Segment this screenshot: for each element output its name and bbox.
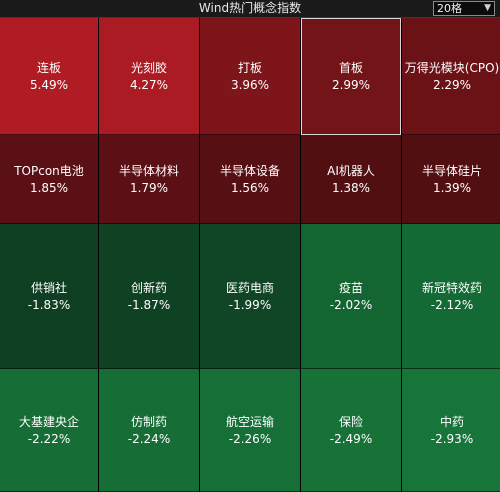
concept-name: 供销社 [30, 280, 67, 295]
concept-tile[interactable]: AI机器人 1.38% [301, 135, 401, 224]
concept-heatmap: 连板 5.49% 光刻胶 4.27% 打板 3.96% 首板 2.99% 万得光模块(CPO) 2… [0, 18, 500, 492]
concept-change-pct: 1.56% [230, 180, 270, 195]
concept-change-pct: 1.79% [129, 180, 169, 195]
concept-name: 半导体材料 [118, 163, 179, 178]
concept-change-pct: 2.29% [432, 77, 472, 92]
concept-change-pct: 1.38% [331, 180, 371, 195]
chevron-down-icon[interactable]: ▼ [484, 3, 491, 13]
concept-change-pct: 3.96% [230, 77, 270, 92]
concept-change-pct: 4.27% [129, 77, 169, 92]
concept-name: 首板 [338, 60, 363, 75]
concept-name: 医药电商 [225, 280, 274, 295]
concept-name: 连板 [36, 60, 61, 75]
concept-tile[interactable]: 连板 5.49% [0, 18, 98, 135]
concept-tile[interactable]: 中药 -2.93% [402, 369, 500, 492]
concept-tile[interactable]: 新冠特效药 -2.12% [402, 224, 500, 369]
concept-tile[interactable]: 万得光模块(CPO) 2.29% [402, 18, 500, 135]
concept-name: 万得光模块(CPO) [404, 60, 500, 75]
concept-tile[interactable]: 供销社 -1.83% [0, 224, 98, 369]
concept-name: TOPcon电池 [14, 163, 84, 178]
concept-tile[interactable]: 大基建央企 -2.22% [0, 369, 98, 492]
concept-change-pct: -2.24% [127, 431, 171, 446]
concept-name: 仿制药 [130, 414, 167, 429]
grid-count-select[interactable]: 20格 ▼ [433, 1, 495, 16]
concept-tile[interactable]: 医药电商 -1.99% [200, 224, 300, 369]
concept-tile[interactable]: 航空运输 -2.26% [200, 369, 300, 492]
window-header: Wind热门概念指数 20格 ▼ [0, 0, 500, 18]
concept-name: 半导体硅片 [421, 163, 482, 178]
concept-tile[interactable]: 保险 -2.49% [301, 369, 401, 492]
concept-name: 大基建央企 [18, 414, 79, 429]
concept-name: AI机器人 [327, 163, 375, 178]
concept-tile[interactable]: 打板 3.96% [200, 18, 300, 135]
grid-count-value: 20格 [437, 2, 462, 15]
concept-change-pct: -2.49% [329, 431, 373, 446]
concept-name: 半导体设备 [219, 163, 280, 178]
concept-change-pct: 1.39% [432, 180, 472, 195]
concept-tile[interactable]: 仿制药 -2.24% [99, 369, 199, 492]
concept-tile[interactable]: 半导体硅片 1.39% [402, 135, 500, 224]
concept-name: 中药 [439, 414, 464, 429]
concept-tile[interactable]: TOPcon电池 1.85% [0, 135, 98, 224]
concept-name: 打板 [237, 60, 262, 75]
concept-change-pct: -1.83% [27, 297, 71, 312]
concept-name: 航空运输 [225, 414, 274, 429]
concept-tile[interactable]: 疫苗 -2.02% [301, 224, 401, 369]
concept-tile[interactable]: 半导体材料 1.79% [99, 135, 199, 224]
concept-change-pct: -2.26% [228, 431, 272, 446]
concept-name: 创新药 [130, 280, 167, 295]
concept-tile[interactable]: 首板 2.99% [301, 18, 401, 135]
concept-change-pct: -1.87% [127, 297, 171, 312]
concept-name: 疫苗 [338, 280, 363, 295]
concept-name: 新冠特效药 [421, 280, 482, 295]
concept-change-pct: 1.85% [29, 180, 69, 195]
concept-change-pct: 5.49% [29, 77, 69, 92]
concept-name: 光刻胶 [130, 60, 167, 75]
concept-change-pct: -2.22% [27, 431, 71, 446]
concept-change-pct: -2.02% [329, 297, 373, 312]
concept-change-pct: -2.12% [430, 297, 474, 312]
concept-change-pct: -2.93% [430, 431, 474, 446]
concept-tile[interactable]: 光刻胶 4.27% [99, 18, 199, 135]
concept-change-pct: -1.99% [228, 297, 272, 312]
concept-tile[interactable]: 创新药 -1.87% [99, 224, 199, 369]
concept-change-pct: 2.99% [331, 77, 371, 92]
page-title: Wind热门概念指数 [198, 1, 302, 15]
concept-name: 保险 [338, 414, 363, 429]
concept-tile[interactable]: 半导体设备 1.56% [200, 135, 300, 224]
